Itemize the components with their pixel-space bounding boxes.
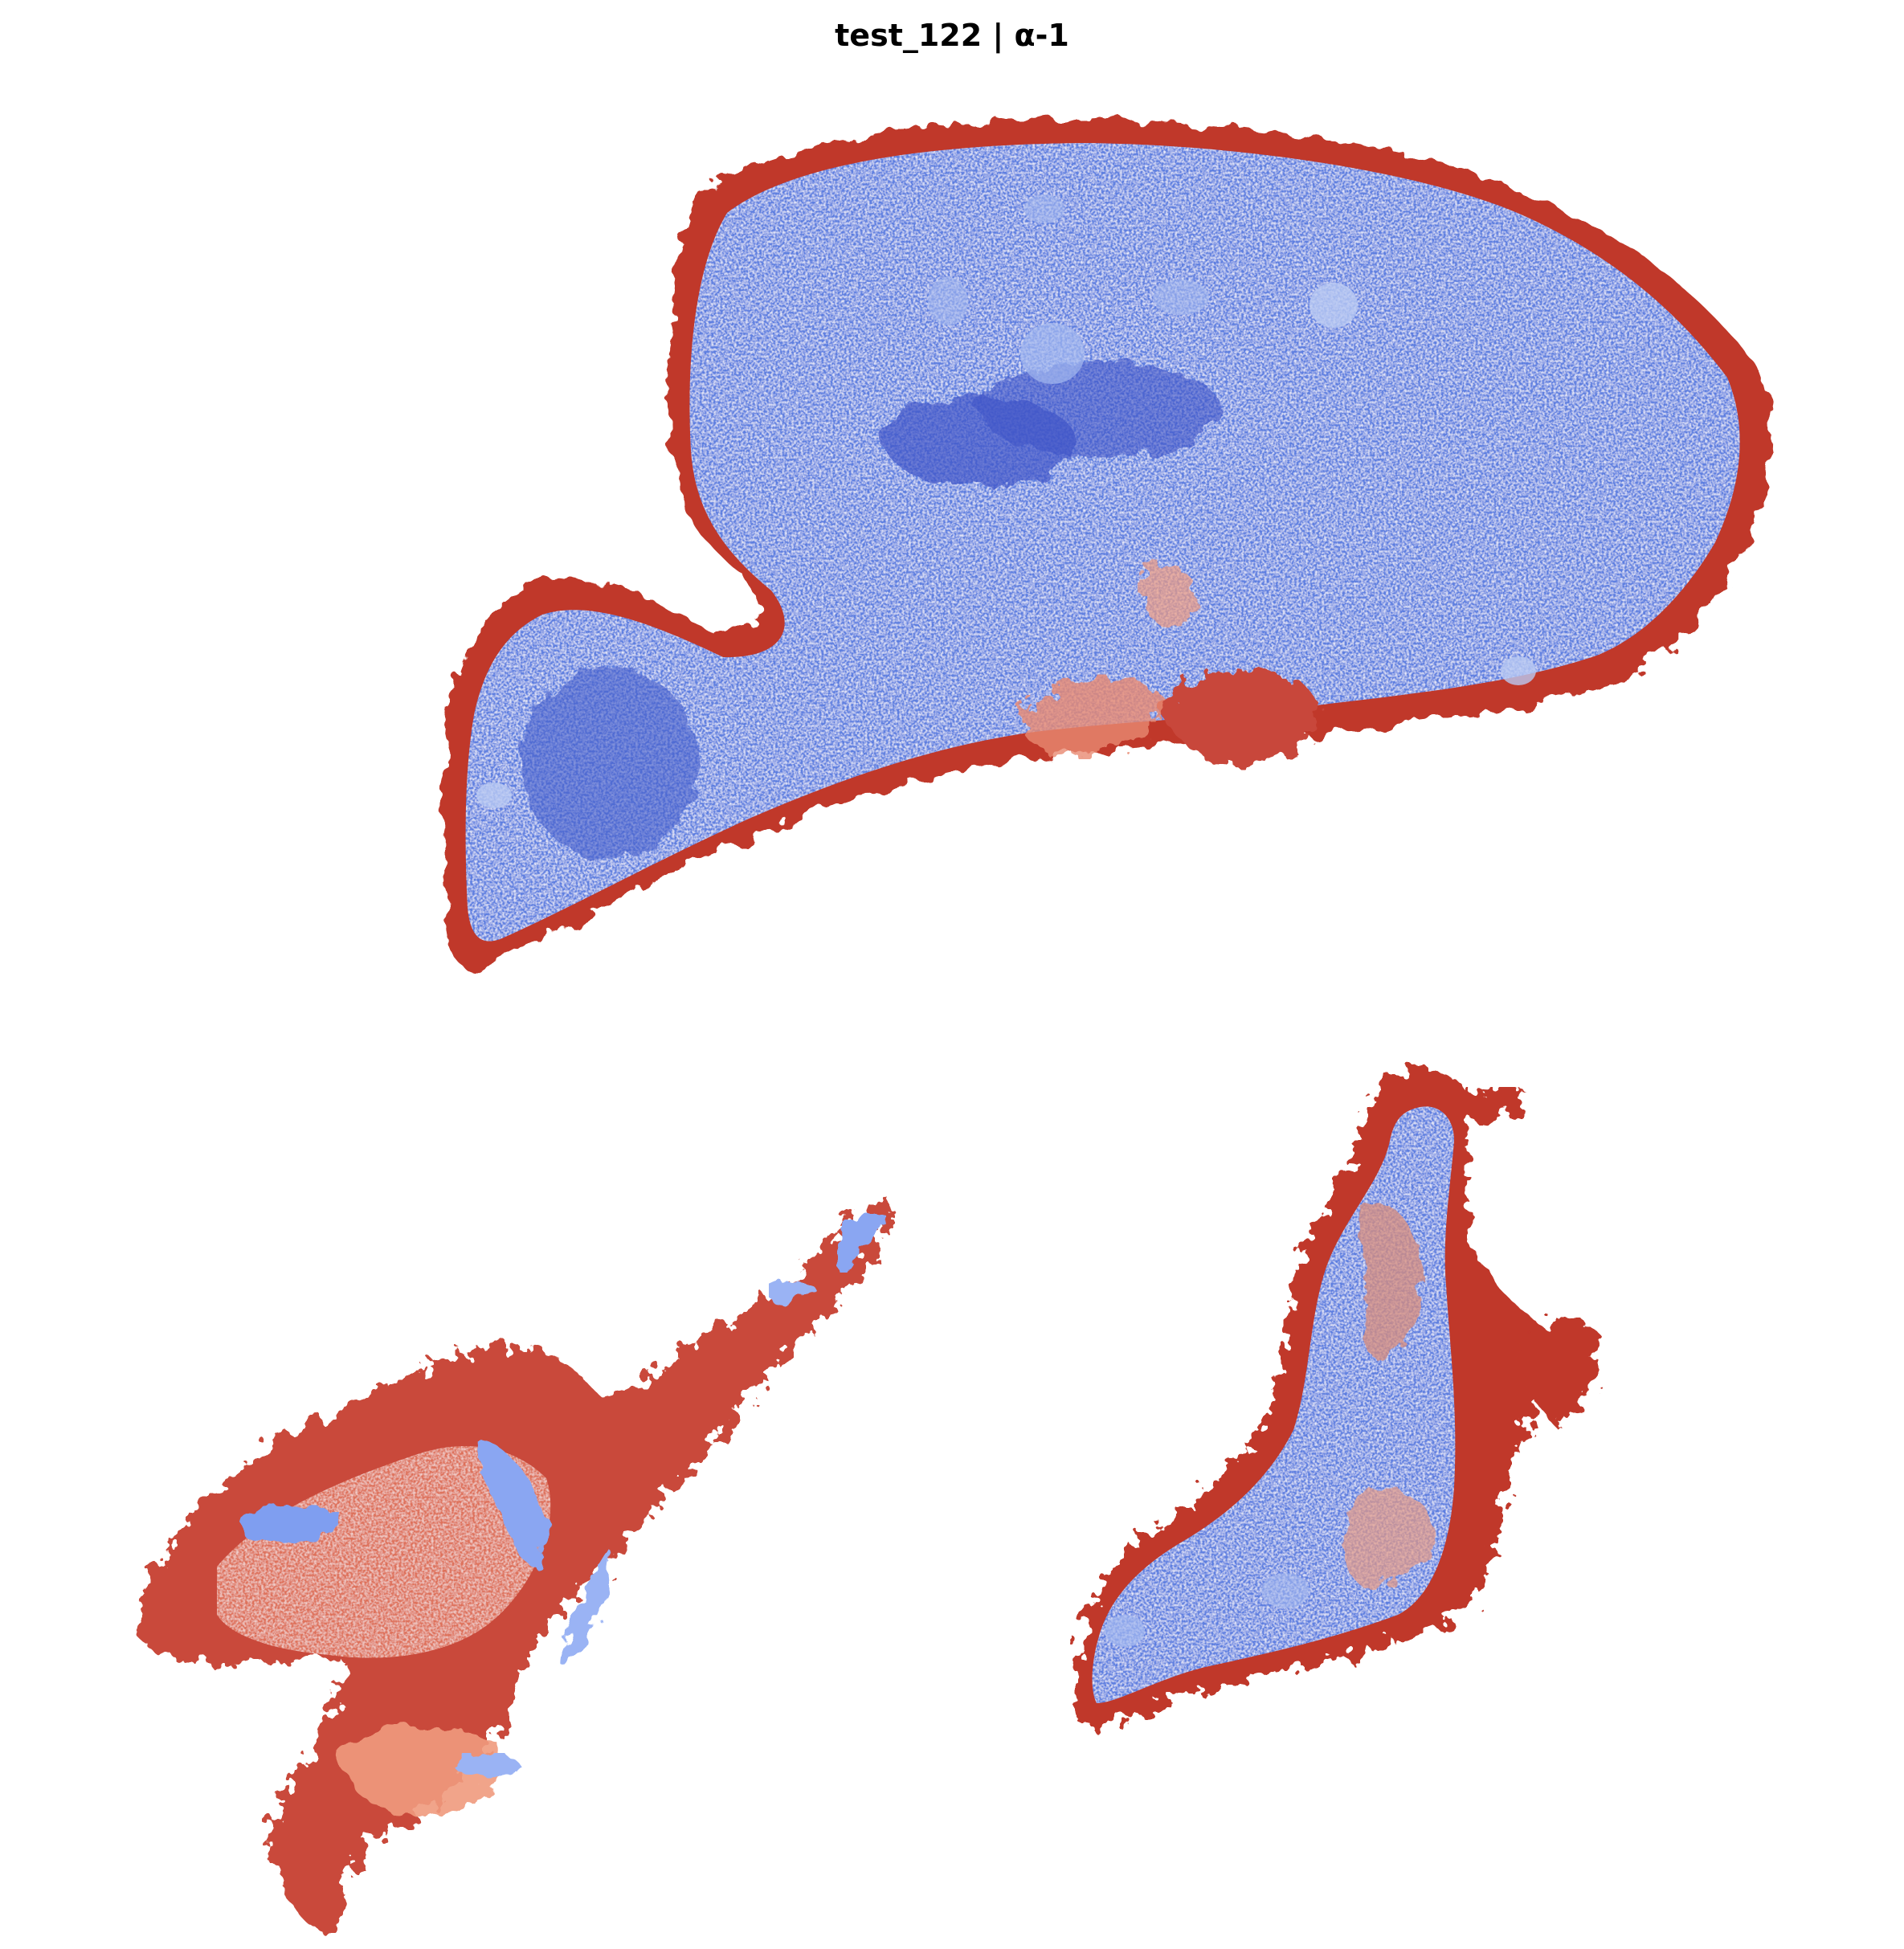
lower-right-tissue-section: [1073, 1068, 1600, 1727]
figure-title: test_122 | α-1: [835, 18, 1069, 53]
upper-tissue-red-patch: [1157, 669, 1318, 766]
lower-left-blue-patch: [239, 1505, 339, 1543]
upper-tissue-body: [465, 143, 1740, 942]
lower-left-tissue-section: [137, 1197, 889, 1936]
upper-tissue-section: [442, 119, 1772, 970]
